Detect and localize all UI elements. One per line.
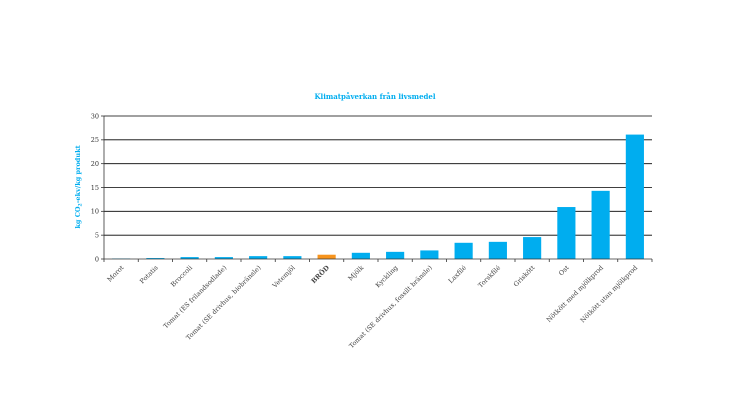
x-label-7: Mjölk [346,264,365,283]
y-tick-15: 15 [91,184,99,192]
bar-14 [591,190,610,259]
x-label-6: BRÖD [309,263,331,285]
bar-3 [214,257,233,259]
bar-1 [146,258,165,259]
x-label-2: Broccoli [169,264,194,289]
y-axis-label-sub: 2 [78,203,84,206]
bar-6 [317,254,336,259]
bars [112,134,644,260]
y-axis-label-main: kg CO [74,206,82,228]
y-tick-25: 25 [91,136,99,144]
y-axis-label-rest: -ekv/kg produkt [74,145,82,203]
bar-5 [283,256,302,259]
y-tick-labels: 0 5 10 15 20 25 30 [91,112,99,263]
axes [101,115,653,262]
bar-13 [557,207,576,259]
x-label-15: Nötkött utan mjölkprod [579,264,640,325]
bar-8 [386,251,405,259]
x-label-1: Potatis [138,264,160,286]
y-axis-label: kg CO2-ekv/kg produkt [74,145,84,228]
y-tick-10: 10 [91,208,99,216]
x-label-5: Vetemjöl [270,264,297,291]
x-label-3: Tomat (ES frilandsodlade) [162,263,229,330]
x-label-4: Tomat (SE drivhus, biobränsle) [184,263,262,341]
y-tick-0: 0 [95,255,99,263]
x-label-10: Laxfilé [447,264,468,285]
bar-4 [249,256,268,259]
x-label-11: Torskfilé [477,264,503,290]
bar-15 [625,134,644,259]
bar-10 [454,242,473,259]
x-label-8: Kyckling [374,264,400,290]
x-label-0: Morot [106,263,126,283]
bar-2 [180,257,199,259]
chart-title: Klimatpåverkan från livsmedel [314,92,435,101]
bar-12 [523,237,542,259]
y-tick-30: 30 [91,112,99,120]
bar-9 [420,250,439,259]
bar-7 [351,252,370,259]
x-label-13: Ost [557,263,571,277]
y-tick-5: 5 [95,231,99,239]
x-label-14: Nötkött med mjölkprod [545,264,605,324]
bar-11 [488,241,507,259]
x-label-12: Griskött [512,263,537,288]
y-tick-20: 20 [91,160,99,168]
